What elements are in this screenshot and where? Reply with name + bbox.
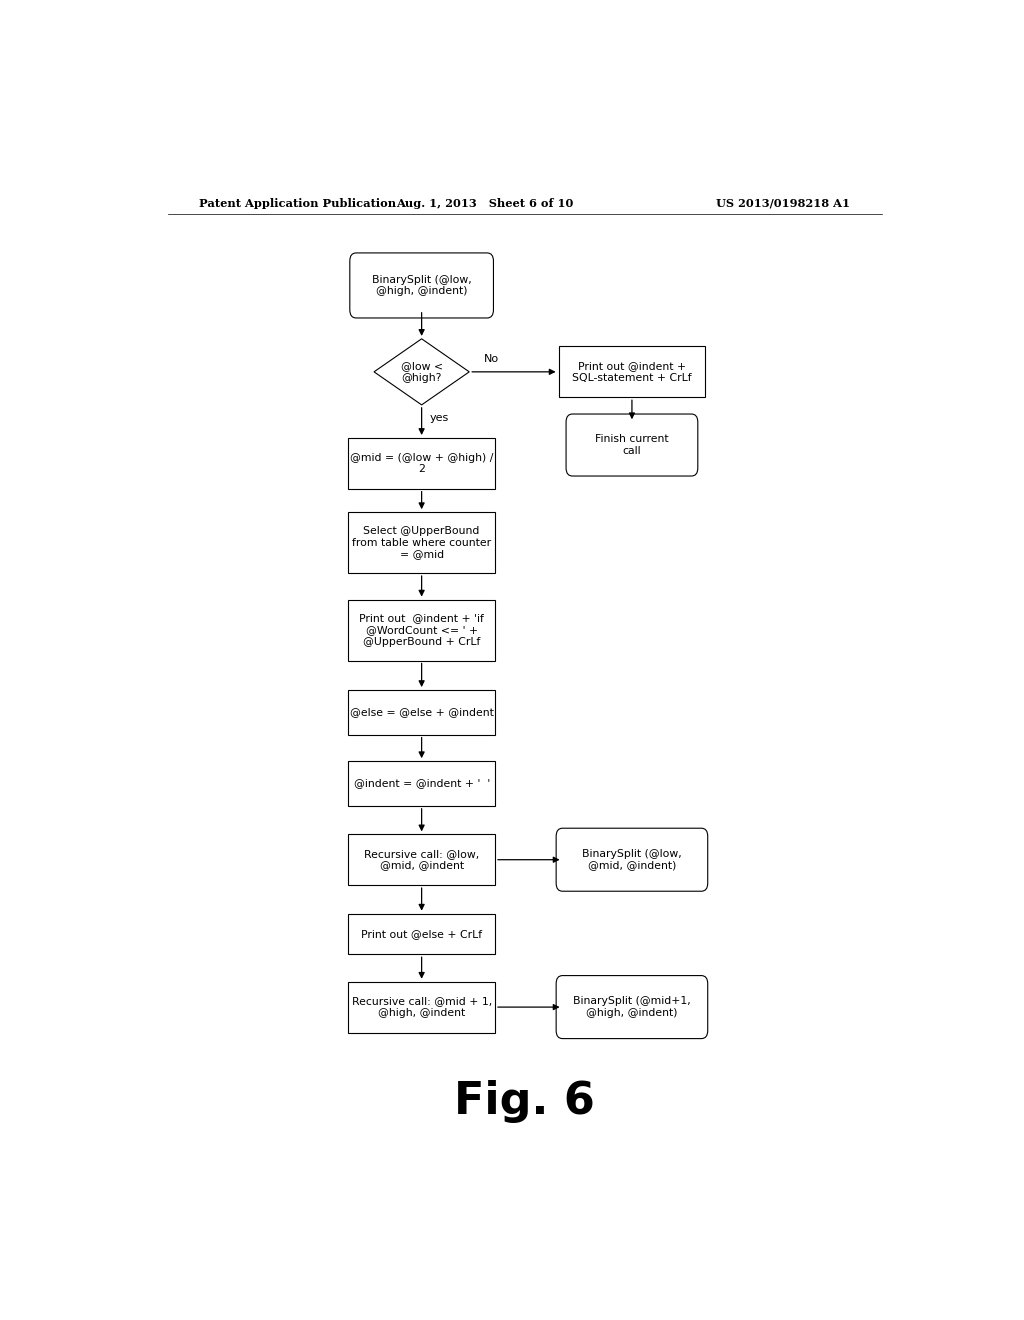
Text: Print out @indent +
SQL-statement + CrLf: Print out @indent + SQL-statement + CrLf bbox=[572, 362, 692, 383]
Text: @else = @else + @indent: @else = @else + @indent bbox=[349, 708, 494, 717]
Text: @mid = (@low + @high) /
2: @mid = (@low + @high) / 2 bbox=[350, 453, 494, 474]
FancyBboxPatch shape bbox=[556, 975, 708, 1039]
Text: Recursive call: @mid + 1,
@high, @indent: Recursive call: @mid + 1, @high, @indent bbox=[351, 997, 492, 1018]
Text: BinarySplit (@mid+1,
@high, @indent): BinarySplit (@mid+1, @high, @indent) bbox=[573, 997, 691, 1018]
Bar bbox=[348, 913, 495, 954]
Bar bbox=[348, 438, 495, 488]
Text: @indent = @indent + '  ': @indent = @indent + ' ' bbox=[353, 779, 489, 788]
Bar bbox=[348, 982, 495, 1032]
Text: yes: yes bbox=[430, 413, 449, 422]
Bar bbox=[348, 834, 495, 886]
Bar bbox=[558, 346, 706, 397]
Text: BinarySplit (@low,
@mid, @indent): BinarySplit (@low, @mid, @indent) bbox=[582, 849, 682, 870]
Text: @low <
@high?: @low < @high? bbox=[400, 362, 442, 383]
Text: No: No bbox=[483, 354, 499, 364]
Polygon shape bbox=[374, 339, 469, 405]
Text: Print out  @indent + 'if
@WordCount <= ' +
@UpperBound + CrLf: Print out @indent + 'if @WordCount <= ' … bbox=[359, 614, 484, 647]
Bar bbox=[348, 690, 495, 735]
Text: Aug. 1, 2013   Sheet 6 of 10: Aug. 1, 2013 Sheet 6 of 10 bbox=[396, 198, 573, 209]
Text: Fig. 6: Fig. 6 bbox=[455, 1080, 595, 1123]
Bar bbox=[348, 512, 495, 573]
FancyBboxPatch shape bbox=[556, 828, 708, 891]
FancyBboxPatch shape bbox=[350, 253, 494, 318]
Text: Print out @else + CrLf: Print out @else + CrLf bbox=[361, 929, 482, 939]
Text: Finish current
call: Finish current call bbox=[595, 434, 669, 455]
Text: Patent Application Publication: Patent Application Publication bbox=[200, 198, 396, 209]
Bar bbox=[348, 762, 495, 805]
Bar bbox=[348, 599, 495, 660]
Text: Select @UpperBound
from table where counter
= @mid: Select @UpperBound from table where coun… bbox=[352, 525, 492, 560]
Text: BinarySplit (@low,
@high, @indent): BinarySplit (@low, @high, @indent) bbox=[372, 275, 471, 296]
Text: Recursive call: @low,
@mid, @indent: Recursive call: @low, @mid, @indent bbox=[364, 849, 479, 870]
FancyBboxPatch shape bbox=[566, 414, 697, 477]
Text: US 2013/0198218 A1: US 2013/0198218 A1 bbox=[716, 198, 850, 209]
